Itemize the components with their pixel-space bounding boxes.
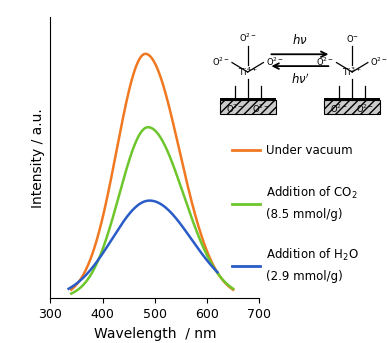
Under vacuum [143,52,148,56]
Text: Ti$^{4+}$: Ti$^{4+}$ [238,66,258,78]
Text: Under vacuum: Under vacuum [266,144,353,156]
Under vacuum [69,288,74,292]
Text: O$^{-}$: O$^{-}$ [346,33,359,44]
Text: $h\nu'$: $h\nu'$ [291,73,309,87]
Under vacuum [226,284,231,288]
Bar [220,98,276,100]
Bar [324,98,380,100]
Addition of H$_2$O
(2.9 mmol/g) [211,266,216,270]
Addition of CO$_2$
(8.5 mmol/g) [231,287,235,291]
Under vacuum [226,284,231,288]
Addition of H$_2$O
(2.9 mmol/g) [147,199,152,203]
Bar [220,100,276,114]
Addition of CO$_2$
(8.5 mmol/g) [148,126,152,130]
Line: Addition of H$_2$O
(2.9 mmol/g): Addition of H$_2$O (2.9 mmol/g) [68,201,217,289]
Addition of H$_2$O
(2.9 mmol/g) [211,265,216,270]
Addition of CO$_2$
(8.5 mmol/g) [226,283,231,287]
Under vacuum [77,279,82,283]
Addition of CO$_2$
(8.5 mmol/g) [197,235,201,239]
Text: Addition of H$_2$O: Addition of H$_2$O [266,247,359,263]
Text: O$^{2-}$: O$^{2-}$ [330,102,348,115]
Addition of H$_2$O
(2.9 mmol/g) [139,201,143,205]
Y-axis label: Intensity / a.u.: Intensity / a.u. [31,108,45,208]
Addition of CO$_2$
(8.5 mmol/g) [226,283,231,287]
Text: O$^{2-}$: O$^{2-}$ [226,102,243,115]
Text: $h\nu$: $h\nu$ [292,33,308,47]
Line: Addition of CO$_2$
(8.5 mmol/g): Addition of CO$_2$ (8.5 mmol/g) [71,127,233,294]
Addition of H$_2$O
(2.9 mmol/g) [66,287,71,291]
Line: Under vacuum: Under vacuum [71,54,233,290]
Text: O$^{2-}$: O$^{2-}$ [316,55,334,68]
Text: Ti$^{3+}$: Ti$^{3+}$ [342,66,362,78]
Text: Addition of CO$_2$: Addition of CO$_2$ [266,185,358,201]
Text: O$^{2-}$: O$^{2-}$ [266,55,284,68]
Under vacuum [197,225,201,229]
Addition of H$_2$O
(2.9 mmol/g) [215,270,220,274]
Addition of CO$_2$
(8.5 mmol/g) [69,292,74,296]
Text: O$^{2-}$: O$^{2-}$ [370,55,387,68]
Under vacuum [231,288,235,292]
Text: O$^{2-}$: O$^{2-}$ [356,102,374,115]
Under vacuum [144,52,148,56]
Text: (2.9 mmol/g): (2.9 mmol/g) [266,270,343,283]
Addition of CO$_2$
(8.5 mmol/g) [143,126,148,130]
Text: O$^{2-}$: O$^{2-}$ [239,31,257,44]
Text: O$^{2-}$: O$^{2-}$ [212,55,229,68]
Text: O$^{2-}$: O$^{2-}$ [252,102,270,115]
Addition of H$_2$O
(2.9 mmol/g) [135,204,139,208]
Under vacuum [148,54,152,58]
Addition of H$_2$O
(2.9 mmol/g) [183,229,188,234]
Addition of H$_2$O
(2.9 mmol/g) [74,282,79,286]
Bar [324,100,380,114]
X-axis label: Wavelength  / nm: Wavelength / nm [94,327,216,341]
Addition of CO$_2$
(8.5 mmol/g) [77,286,82,291]
Addition of CO$_2$
(8.5 mmol/g) [146,125,150,129]
Text: (8.5 mmol/g): (8.5 mmol/g) [266,209,343,221]
